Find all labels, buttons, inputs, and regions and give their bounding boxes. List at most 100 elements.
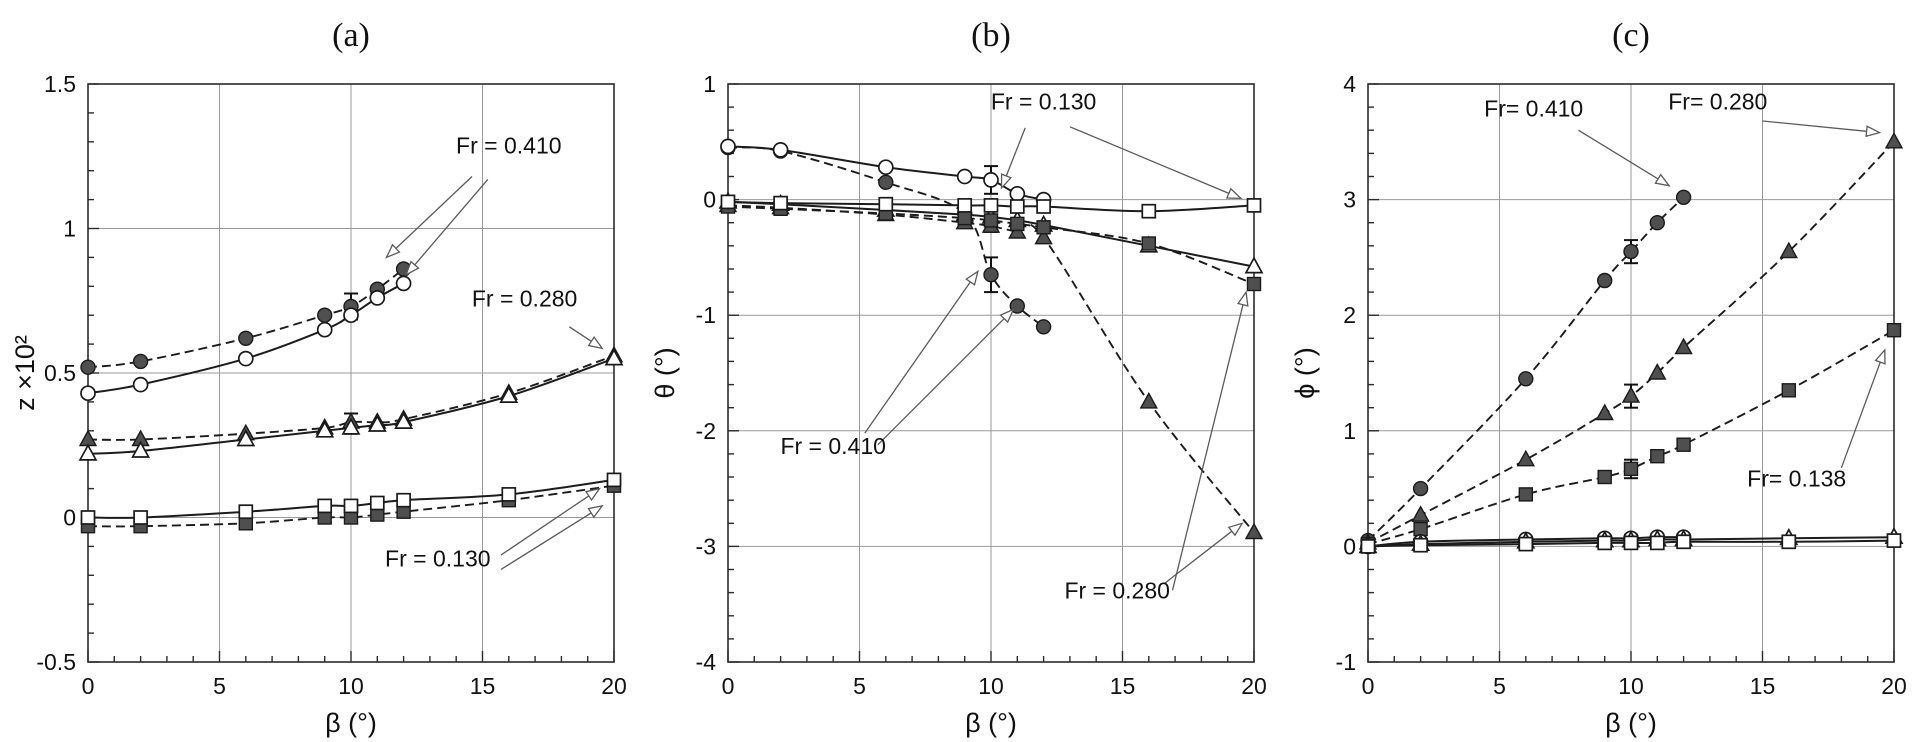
open-triangle-marker [499,385,519,403]
annotation-arrow-line [1171,304,1244,591]
open-triangle-marker [236,429,256,447]
filled-square-marker [1623,461,1639,477]
filled-square-marker [983,213,999,228]
annotation-arrow-line [414,178,489,266]
open-square-marker [80,510,96,525]
open-square-marker [1649,535,1665,551]
y-axis-label: z ×10² [10,335,40,411]
svg-text:-0.5: -0.5 [36,649,76,675]
open-square-marker [1360,539,1376,554]
open-square-marker [1141,203,1157,219]
svg-text:0: 0 [1343,533,1356,559]
svg-text:15: 15 [1750,673,1776,699]
annotation-label: Fr = 0.280 [472,286,577,312]
open-circle-marker [772,142,789,158]
open-square-marker [773,195,788,211]
filled-square-marker [1650,449,1665,464]
x-axis-label: β (°) [965,708,1017,738]
open-square-marker [983,198,999,213]
annotation-arrow-line [864,281,971,434]
filled-triangle-marker [78,429,98,447]
series-markers [718,138,1264,540]
annotation-arrowhead [584,487,602,502]
svg-text:5: 5 [853,673,866,699]
annotation-arrow-line [1762,120,1867,132]
svg-text:20: 20 [1241,673,1267,699]
filled-triangle-marker [1595,403,1614,421]
open-square-marker [1413,537,1428,553]
filled-triangle-marker [1516,449,1535,467]
annotation-arrowhead [1874,348,1886,365]
svg-text:5: 5 [1493,673,1506,699]
open-triangle-marker [341,417,361,435]
panel-c: Fr= 0.410 Fr= 0.280 Fr= 0.138 0 5 10 15 20 -1 0 1 2… [1280,0,1920,742]
filled-circle-marker [317,307,333,323]
y-axis-label: θ (°) [650,347,680,398]
svg-text:20: 20 [601,673,627,699]
open-square-marker [957,198,973,213]
filled-circle-marker [878,174,894,191]
annotation-arrow-line [1069,126,1230,194]
annotation-arrowhead [587,504,604,519]
filled-triangle-marker [1244,522,1264,540]
open-circle-marker [316,321,333,338]
open-triangle-marker [315,420,335,438]
svg-text:4: 4 [1343,71,1356,97]
open-triangle-marker [367,414,387,432]
filled-triangle-marker [1621,386,1641,403]
open-square-marker [317,498,333,514]
annotation-arrow-line [877,318,1005,446]
open-square-marker [238,504,254,520]
svg-text:0.5: 0.5 [44,360,76,386]
open-triangle-marker [78,443,98,461]
svg-text:10: 10 [338,673,364,699]
panel-b: Fr = 0.130 Fr = 0.410 Fr = 0.280 0 5 10 15 20 -4… [640,0,1280,742]
series-markers [78,261,624,534]
filled-square-marker [1597,469,1612,485]
open-square-marker [1676,534,1691,550]
gridlines [1367,83,1895,663]
annotation-label: Fr= 0.280 [1668,88,1767,114]
annotation-label: Fr= 0.138 [1747,465,1846,491]
filled-square-marker [1036,220,1051,235]
series-markers [1358,131,1904,555]
filled-square-marker [1413,521,1428,537]
tick-labels: 0 5 10 15 20 -4 -3 -2 -1 0 1 [696,71,1267,699]
open-square-marker [369,495,385,511]
svg-text:10: 10 [978,673,1004,699]
svg-text:10: 10 [1618,673,1644,699]
annotation-arrow-line [1005,127,1026,177]
filled-circle-marker [80,359,96,375]
open-square-marker [1246,198,1262,213]
svg-text:15: 15 [1110,673,1136,699]
filled-square-marker [1518,487,1534,502]
open-circle-marker [237,350,254,367]
annotation-arrowhead [1000,173,1013,190]
filled-circle-marker [1597,272,1613,289]
svg-text:0: 0 [703,187,716,213]
gridlines [87,83,615,663]
x-axis-label: β (°) [1605,708,1657,738]
open-square-marker [606,472,622,488]
open-circle-marker [877,159,894,176]
annotation-arrowhead [587,335,604,350]
filled-triangle-marker [1779,241,1798,259]
svg-text:-1: -1 [696,302,716,328]
panel-a: Fr = 0.410 Fr = 0.280 Fr = 0.130 0 5 10 15 20 -0… [0,0,640,742]
annotation-arrowhead [1237,290,1249,307]
svg-text:0: 0 [722,673,735,699]
svg-text:1: 1 [63,216,76,242]
panel-title: (a) [332,17,370,54]
y-axis-label: ϕ (°) [1290,347,1320,398]
svg-text:0: 0 [82,673,95,699]
open-square-marker [1781,534,1797,550]
open-square-marker [878,196,894,212]
filled-square-marker [1010,216,1025,232]
x-axis-label: β (°) [325,708,377,738]
open-circle-marker [1009,185,1026,202]
open-triangle-marker [394,411,414,429]
open-square-marker [343,498,359,514]
annotation-label: Fr = 0.410 [456,132,561,158]
